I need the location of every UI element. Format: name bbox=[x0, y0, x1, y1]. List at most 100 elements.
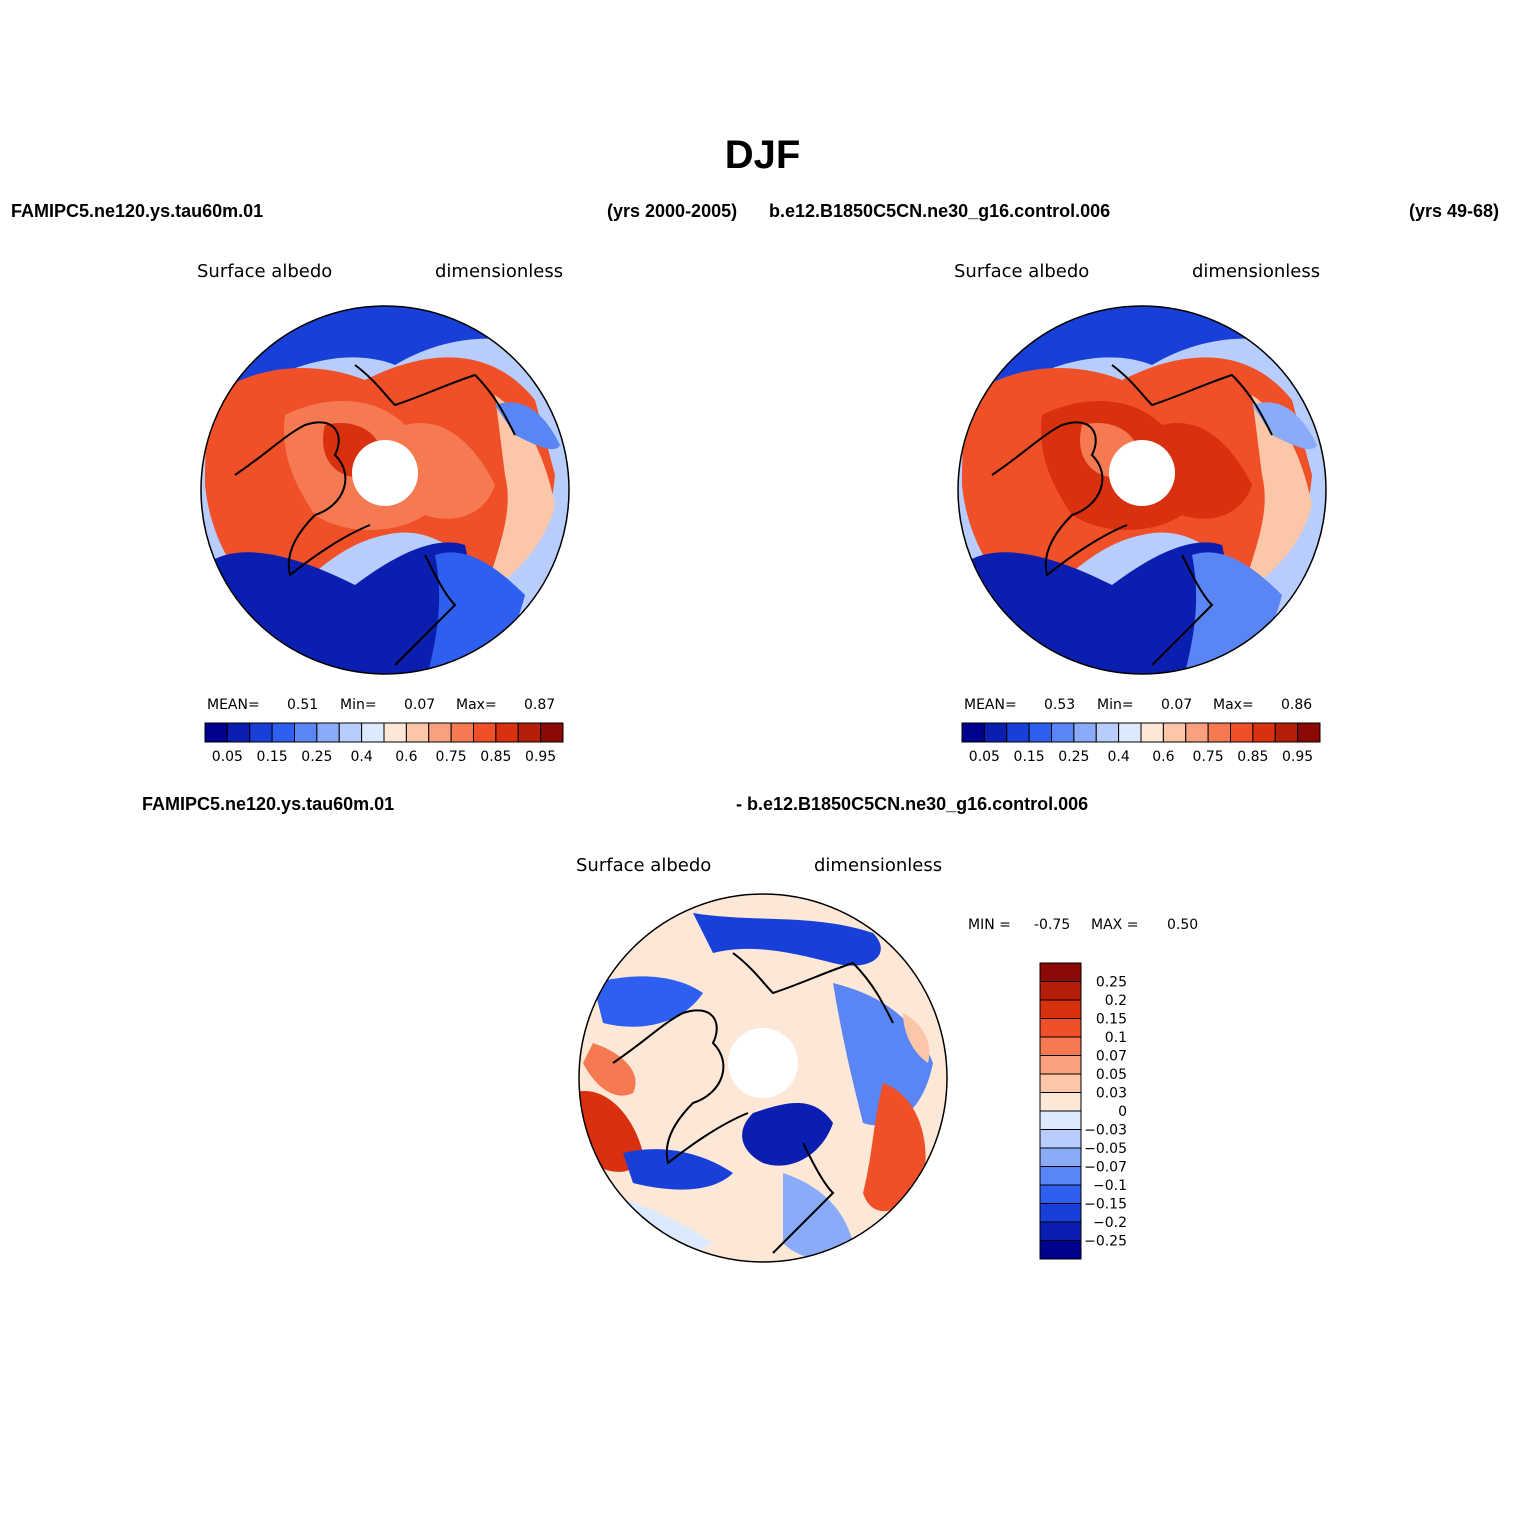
panel1-max-value: 0.87 bbox=[524, 697, 556, 713]
panel3-colorbar-tick-label: 0.05 bbox=[1096, 1067, 1127, 1083]
panel3-colorbar-tick-label: 0.03 bbox=[1096, 1086, 1127, 1102]
panel3-colorbar-tick-label: −0.05 bbox=[1084, 1141, 1127, 1157]
left-years-label: (yrs 2000-2005) bbox=[607, 201, 738, 221]
panel3-colorbar-tick-label: −0.07 bbox=[1084, 1160, 1127, 1176]
panel3-colorbar-box-9 bbox=[1039, 1129, 1082, 1149]
panel2-colorbar-box-13 bbox=[1252, 722, 1276, 743]
panel2-colorbar-tick-label: 0.25 bbox=[1058, 749, 1089, 765]
panel1-colorbar-box-3 bbox=[271, 722, 295, 743]
panel3-colorbar-tick-label: 0.1 bbox=[1105, 1030, 1127, 1046]
panel1-max-label: Max= bbox=[456, 697, 497, 713]
panel1-units-label: dimensionless bbox=[435, 261, 564, 282]
panel2-max-value: 0.86 bbox=[1281, 697, 1313, 713]
panel2-colorbar-box-12 bbox=[1230, 722, 1254, 743]
panel1-colorbar-box-15 bbox=[540, 722, 564, 743]
panel3-colorbar-box-15 bbox=[1039, 1240, 1082, 1260]
panel1-colorbar-box-0 bbox=[204, 722, 228, 743]
panel2-colorbar-box-8 bbox=[1140, 722, 1164, 743]
panel1-min-label: Min= bbox=[340, 697, 377, 713]
panel2-colorbar: 0.05 0.15 0.25 0.4 0.6 0.75 0.85 0.95 bbox=[961, 722, 1321, 765]
panel3-colorbar-box-1 bbox=[1039, 981, 1082, 1001]
panel3-colorbar-tick-label: 0.15 bbox=[1096, 1012, 1127, 1028]
panel1-colorbar-box-8 bbox=[383, 722, 407, 743]
panel1-colorbar-box-14 bbox=[517, 722, 542, 743]
panel3-colorbar-box-6 bbox=[1039, 1073, 1082, 1093]
panel1-colorbar: 0.05 0.15 0.25 0.4 0.6 0.75 0.85 0.95 bbox=[204, 722, 564, 765]
panel1-colorbar-box-2 bbox=[249, 722, 273, 743]
panel1-colorbar-box-11 bbox=[450, 722, 474, 743]
figure-title: DJF bbox=[724, 133, 801, 177]
panel3-colorbar-box-0 bbox=[1039, 962, 1082, 982]
panel3-colorbar-box-2 bbox=[1039, 999, 1082, 1019]
panel2-colorbar-box-10 bbox=[1185, 722, 1209, 743]
panel1-colorbar-box-9 bbox=[405, 722, 430, 743]
panel1-min-value: 0.07 bbox=[404, 697, 436, 713]
panel1-colorbar-tick-label: 0.4 bbox=[350, 749, 372, 765]
panel2-colorbar-tick-label: 0.75 bbox=[1193, 749, 1224, 765]
panel2-colorbar-tick-label: 0.4 bbox=[1107, 749, 1129, 765]
panel2-colorbar-box-0 bbox=[961, 722, 985, 743]
panel2-min-value: 0.07 bbox=[1161, 697, 1193, 713]
panel2-colorbar-box-6 bbox=[1095, 722, 1120, 743]
panel1-colorbar-tick-label: 0.05 bbox=[212, 749, 243, 765]
panel2-colorbar-box-11 bbox=[1207, 722, 1231, 743]
panel2-colorbar-tick-label: 0.95 bbox=[1282, 749, 1313, 765]
panel3-variable-label: Surface albedo bbox=[576, 855, 712, 876]
right-case-title: b.e12.B1850C5CN.ne30_g16.control.006 bbox=[769, 201, 1111, 221]
panel2-polar-map bbox=[957, 305, 1327, 675]
panel2-colorbar-tick-label: 0.05 bbox=[969, 749, 1000, 765]
panel2-mean-label: MEAN= bbox=[964, 697, 1017, 713]
panel3-colorbar-tick-label: −0.2 bbox=[1093, 1215, 1127, 1231]
panel1-colorbar-box-4 bbox=[294, 722, 318, 743]
panel3-colorbar-box-14 bbox=[1039, 1221, 1082, 1241]
panel3-colorbar-box-13 bbox=[1039, 1203, 1082, 1223]
panel1-colorbar-tick-label: 0.15 bbox=[257, 749, 288, 765]
diff-case-a-title: FAMIPC5.ne120.ys.tau60m.01 bbox=[142, 794, 395, 814]
panel1-colorbar-box-1 bbox=[226, 722, 251, 743]
panel1-colorbar-tick-label: 0.85 bbox=[480, 749, 511, 765]
panel3-colorbar-box-12 bbox=[1039, 1184, 1082, 1204]
panel2-colorbar-box-5 bbox=[1073, 722, 1097, 743]
panel2-colorbar-box-14 bbox=[1274, 722, 1299, 743]
panel1-colorbar-tick-label: 0.25 bbox=[301, 749, 332, 765]
panel3-colorbar: 0.25 0.2 0.15 0.1 0.07 0.05 0.03 0 −0.03 −0.05 −0.… bbox=[1039, 962, 1127, 1260]
panel1-colorbar-tick-label: 0.6 bbox=[395, 749, 417, 765]
panel3-colorbar-tick-label: −0.15 bbox=[1084, 1197, 1127, 1213]
panel2-colorbar-box-9 bbox=[1162, 722, 1187, 743]
left-case-title: FAMIPC5.ne120.ys.tau60m.01 bbox=[11, 201, 264, 221]
panel2-colorbar-tick-label: 0.85 bbox=[1237, 749, 1268, 765]
panel2-colorbar-tick-label: 0.6 bbox=[1152, 749, 1174, 765]
panel3-colorbar-box-10 bbox=[1039, 1147, 1082, 1167]
panel3-min-label: MIN = bbox=[968, 917, 1011, 933]
panel3-colorbar-tick-label: −0.25 bbox=[1084, 1234, 1127, 1250]
panel2-colorbar-box-7 bbox=[1118, 722, 1142, 743]
panel2-colorbar-box-2 bbox=[1006, 722, 1030, 743]
panel3-colorbar-box-7 bbox=[1039, 1092, 1082, 1112]
panel3-colorbar-tick-label: −0.03 bbox=[1084, 1123, 1127, 1139]
panel1-colorbar-box-6 bbox=[338, 722, 363, 743]
panel2-max-label: Max= bbox=[1213, 697, 1254, 713]
panel3-colorbar-tick-label: −0.1 bbox=[1093, 1178, 1127, 1194]
panel3-colorbar-tick-label: 0 bbox=[1118, 1104, 1127, 1120]
panel1-mean-value: 0.51 bbox=[287, 697, 319, 713]
panel2-colorbar-box-15 bbox=[1297, 722, 1321, 743]
panel1-colorbar-box-12 bbox=[473, 722, 497, 743]
panel3-colorbar-box-11 bbox=[1039, 1166, 1082, 1186]
panel1-polar-map bbox=[200, 305, 570, 675]
panel3-min-value: -0.75 bbox=[1034, 917, 1071, 933]
panel1-colorbar-box-13 bbox=[495, 722, 519, 743]
panel2-colorbar-box-3 bbox=[1028, 722, 1052, 743]
panel2-units-label: dimensionless bbox=[1192, 261, 1321, 282]
panel3-colorbar-box-5 bbox=[1039, 1055, 1082, 1075]
diff-case-b-title: - b.e12.B1850C5CN.ne30_g16.control.006 bbox=[736, 794, 1089, 814]
panel1-mean-label: MEAN= bbox=[207, 697, 260, 713]
panel2-min-label: Min= bbox=[1097, 697, 1134, 713]
panel1-colorbar-box-10 bbox=[428, 722, 452, 743]
panel1-colorbar-box-7 bbox=[361, 722, 385, 743]
panel2-colorbar-box-4 bbox=[1051, 722, 1075, 743]
panel2-colorbar-tick-label: 0.15 bbox=[1014, 749, 1045, 765]
panel3-colorbar-box-4 bbox=[1039, 1036, 1082, 1056]
panel3-max-label: MAX = bbox=[1091, 917, 1139, 933]
panel3-colorbar-tick-label: 0.07 bbox=[1096, 1049, 1127, 1065]
panel2-mean-value: 0.53 bbox=[1044, 697, 1076, 713]
